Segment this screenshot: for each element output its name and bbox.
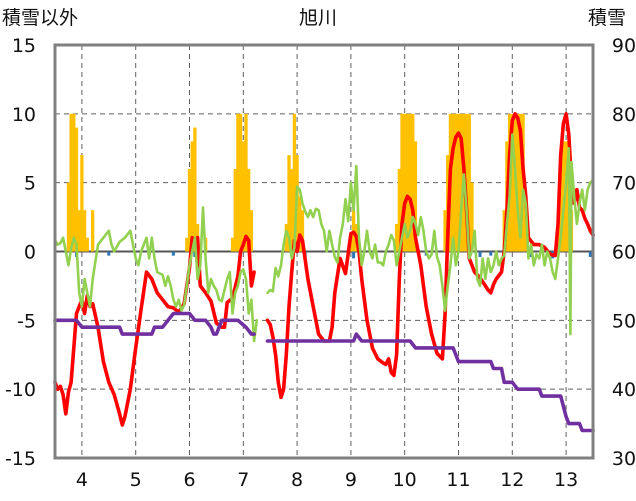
precip-bar	[91, 210, 95, 252]
x-tick-label: 5	[130, 469, 142, 491]
precip-bar	[290, 168, 294, 252]
left-tick-label: 0	[24, 242, 36, 264]
precip-bar	[72, 113, 76, 252]
x-tick-label: 8	[291, 469, 303, 491]
negative-bar	[489, 251, 493, 256]
series-lines	[53, 112, 595, 433]
precip-bar	[80, 155, 84, 252]
precip-bar	[85, 237, 89, 252]
precip-bar	[238, 113, 243, 252]
x-tick-label: 7	[237, 469, 249, 491]
precip-bar	[564, 141, 568, 252]
precip-bar	[443, 210, 447, 252]
series-line	[53, 206, 259, 343]
left-tick-label: 10	[12, 104, 36, 126]
precip-bar	[456, 113, 461, 252]
left-tick-label: -5	[17, 310, 36, 332]
right-tick-label: 80	[612, 104, 636, 126]
series-line	[266, 133, 595, 336]
x-tick-label: 4	[76, 469, 88, 491]
negative-bar	[478, 251, 482, 258]
precip-bar	[249, 210, 254, 252]
plot-frame	[53, 43, 595, 460]
precip-bar	[193, 127, 197, 252]
precip-bar	[413, 141, 418, 252]
precip-bar	[451, 113, 455, 252]
precip-bar	[292, 113, 297, 252]
x-tick-label: 6	[183, 469, 195, 491]
negative-bar	[107, 251, 111, 256]
precip-bar	[561, 141, 566, 252]
chart-title: 旭川	[299, 7, 337, 29]
precip-bar	[230, 237, 235, 252]
precip-bar	[394, 223, 399, 252]
precip-bar	[467, 113, 471, 252]
precip-bar	[241, 141, 245, 252]
precip-bar	[77, 210, 81, 252]
precip-bar	[66, 182, 71, 252]
precip-bar	[411, 113, 415, 252]
left-tick-label: 15	[12, 35, 36, 57]
x-tick-label: 11	[446, 469, 470, 491]
negative-bar	[588, 251, 592, 258]
right-tick-label: 60	[612, 242, 636, 264]
right-tick-label: 40	[612, 379, 636, 401]
left-axis-label: 積雪以外	[2, 7, 78, 29]
left-tick-label: -15	[5, 448, 36, 470]
precip-bar	[287, 155, 291, 252]
precip-bar	[187, 168, 192, 252]
precip-bar	[284, 223, 288, 252]
precip-bar	[400, 113, 404, 252]
precip-bar	[190, 141, 194, 252]
series-line	[265, 112, 595, 400]
right-tick-label: 50	[612, 310, 636, 332]
precip-bar	[244, 113, 248, 252]
precip-bar	[82, 210, 87, 252]
series-line	[53, 311, 256, 336]
x-tick-label: 9	[345, 469, 357, 491]
left-tick-label: 5	[24, 173, 36, 195]
series-line	[53, 234, 256, 427]
precip-bar	[74, 127, 79, 252]
precip-bar	[233, 168, 237, 252]
right-tick-label: 30	[612, 448, 636, 470]
precip-bar	[397, 168, 401, 252]
precip-bar	[518, 113, 523, 252]
precip-bar	[408, 113, 412, 252]
precip-bar	[236, 113, 240, 252]
right-tick-label: 70	[612, 173, 636, 195]
series-line	[265, 332, 595, 433]
negative-bar	[171, 251, 175, 256]
right-axis-label: 積雪	[588, 7, 626, 29]
left-tick-label: -10	[5, 379, 36, 401]
negative-bar	[352, 251, 356, 259]
x-tick-label: 13	[554, 469, 578, 491]
x-tick-label: 10	[393, 469, 417, 491]
right-tick-label: 90	[612, 35, 636, 57]
precip-bar	[510, 113, 514, 252]
precip-bar	[454, 113, 458, 252]
precip-bar	[516, 113, 520, 252]
precip-bar	[470, 182, 474, 252]
precip-bar	[298, 196, 302, 252]
precip-bar	[69, 113, 73, 252]
precip-bar	[459, 113, 463, 252]
precip-bar	[405, 113, 410, 252]
precip-bar	[247, 168, 251, 252]
x-tick-label: 12	[500, 469, 524, 491]
precip-bar	[185, 237, 189, 252]
precip-bar	[403, 113, 407, 252]
precip-bar	[559, 168, 563, 252]
precip-bar	[300, 210, 305, 252]
